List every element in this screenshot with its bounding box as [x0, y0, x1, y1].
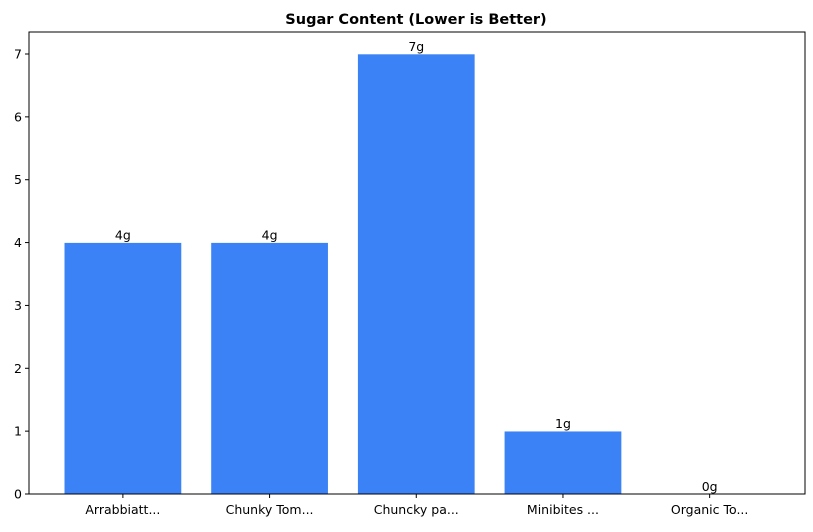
chart-title: Sugar Content (Lower is Better): [285, 12, 546, 28]
bar: [503, 430, 622, 495]
data-label: 4g: [262, 228, 278, 243]
y-tick-label: 5: [14, 172, 22, 187]
data-label: 1g: [555, 416, 571, 431]
y-tick-label: 2: [14, 361, 22, 376]
y-tick-label: 6: [14, 109, 22, 124]
x-tick-label: Chunky Tom...: [226, 502, 314, 517]
y-tick-label: 1: [14, 424, 22, 439]
y-tick-label: 7: [14, 47, 22, 62]
x-tick-label: Chuncky pa...: [374, 502, 459, 517]
data-label: 4g: [115, 228, 131, 243]
plot-frame: [28, 31, 806, 495]
y-tick-label: 4: [14, 235, 22, 250]
x-tick-label: Organic To...: [671, 502, 748, 517]
y-tick-label: 0: [14, 487, 22, 502]
x-tick-label: Minibites ...: [527, 502, 599, 517]
bar: [63, 242, 182, 495]
x-tick-label: Arrabbiatt...: [85, 502, 160, 517]
data-label: 7g: [408, 39, 424, 54]
bar: [210, 242, 329, 495]
y-tick-label: 3: [14, 298, 22, 313]
bar: [357, 53, 476, 495]
data-label: 0g: [702, 479, 718, 494]
